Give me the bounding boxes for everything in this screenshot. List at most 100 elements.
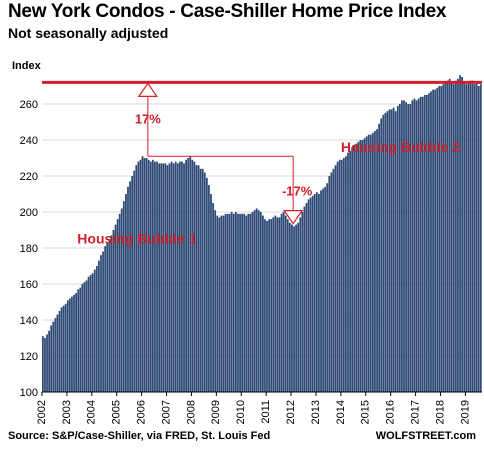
bar — [355, 143, 358, 392]
bar — [141, 156, 144, 392]
bar — [444, 82, 447, 393]
bar — [357, 141, 360, 392]
bar — [369, 134, 372, 392]
bar — [303, 206, 306, 392]
bar — [176, 163, 179, 392]
bar — [195, 165, 198, 392]
bar — [197, 165, 200, 392]
bar — [436, 87, 439, 393]
bar — [133, 170, 136, 392]
bar — [318, 194, 320, 392]
y-tick-label-200: 200 — [20, 207, 38, 219]
bar — [131, 176, 134, 392]
drop-arrow-head — [282, 210, 304, 225]
bar — [58, 311, 61, 392]
bar — [118, 213, 121, 392]
bar — [320, 190, 322, 392]
bar — [286, 219, 289, 392]
bar — [56, 314, 59, 392]
bar — [251, 212, 254, 392]
bar — [257, 210, 260, 392]
bar — [50, 325, 53, 392]
bar — [342, 158, 345, 392]
bar — [83, 282, 86, 392]
x-tick-label-2010: 2010 — [235, 400, 247, 424]
bar — [432, 89, 434, 392]
bar — [347, 152, 349, 392]
bar — [46, 334, 48, 392]
bar — [309, 197, 312, 392]
bar — [174, 161, 177, 392]
bar — [423, 95, 426, 392]
bar — [351, 147, 354, 392]
x-tick-label-2012: 2012 — [285, 400, 297, 424]
bar — [191, 159, 194, 392]
bar — [212, 203, 214, 392]
bar — [139, 159, 142, 392]
bar — [259, 212, 262, 392]
bar — [228, 213, 231, 392]
bar — [459, 75, 461, 392]
bar — [282, 212, 285, 392]
bar — [79, 287, 82, 392]
bar — [239, 213, 241, 392]
bar — [276, 217, 279, 392]
y-tick-label-260: 260 — [20, 99, 38, 111]
x-tick-label-2006: 2006 — [136, 400, 148, 424]
x-tick-label-2002: 2002 — [36, 400, 48, 424]
bar — [226, 213, 229, 392]
bar — [147, 159, 150, 392]
bar — [390, 109, 393, 393]
bar — [216, 215, 219, 392]
bar — [295, 224, 297, 392]
bar — [77, 289, 80, 392]
bar — [75, 293, 77, 392]
bar — [245, 215, 248, 392]
bar — [405, 102, 407, 392]
y-tick-label-120: 120 — [20, 351, 38, 363]
bar — [328, 176, 331, 392]
bar — [172, 163, 175, 392]
bar — [421, 96, 424, 393]
x-tick-label-2009: 2009 — [210, 400, 222, 424]
bar — [71, 296, 73, 392]
x-tick-label-2019: 2019 — [459, 400, 471, 424]
x-tick-label-2014: 2014 — [335, 400, 347, 424]
x-tick-label-2008: 2008 — [185, 400, 197, 424]
x-tick-label-2011: 2011 — [260, 400, 272, 424]
bar — [89, 275, 92, 392]
bar — [66, 300, 69, 392]
bar — [376, 129, 378, 392]
axes: 100 120 140 160 180 200 220 240 260 2002 2003 2004 2… — [20, 99, 482, 424]
bar — [110, 235, 113, 392]
bar — [210, 194, 212, 392]
bar — [178, 161, 181, 392]
bar — [262, 215, 264, 392]
bar — [324, 186, 327, 392]
bar — [359, 140, 362, 392]
bar — [127, 186, 129, 392]
bar — [428, 93, 430, 392]
bar — [106, 242, 109, 392]
bar — [417, 98, 420, 392]
bar — [477, 86, 480, 392]
bar — [183, 163, 185, 392]
bar — [93, 269, 96, 392]
bar — [241, 213, 244, 392]
bar — [60, 307, 63, 392]
bar — [392, 107, 395, 392]
bar — [467, 82, 470, 393]
bar — [64, 303, 67, 392]
bar — [81, 284, 84, 392]
y-tick-label-100: 100 — [20, 387, 38, 399]
bar — [274, 215, 277, 392]
bar — [386, 111, 389, 392]
bar — [297, 222, 300, 392]
bar — [334, 165, 337, 392]
bar — [255, 208, 258, 392]
bar — [305, 203, 308, 392]
bar — [73, 294, 75, 392]
bar — [214, 210, 217, 392]
bar — [199, 168, 202, 392]
